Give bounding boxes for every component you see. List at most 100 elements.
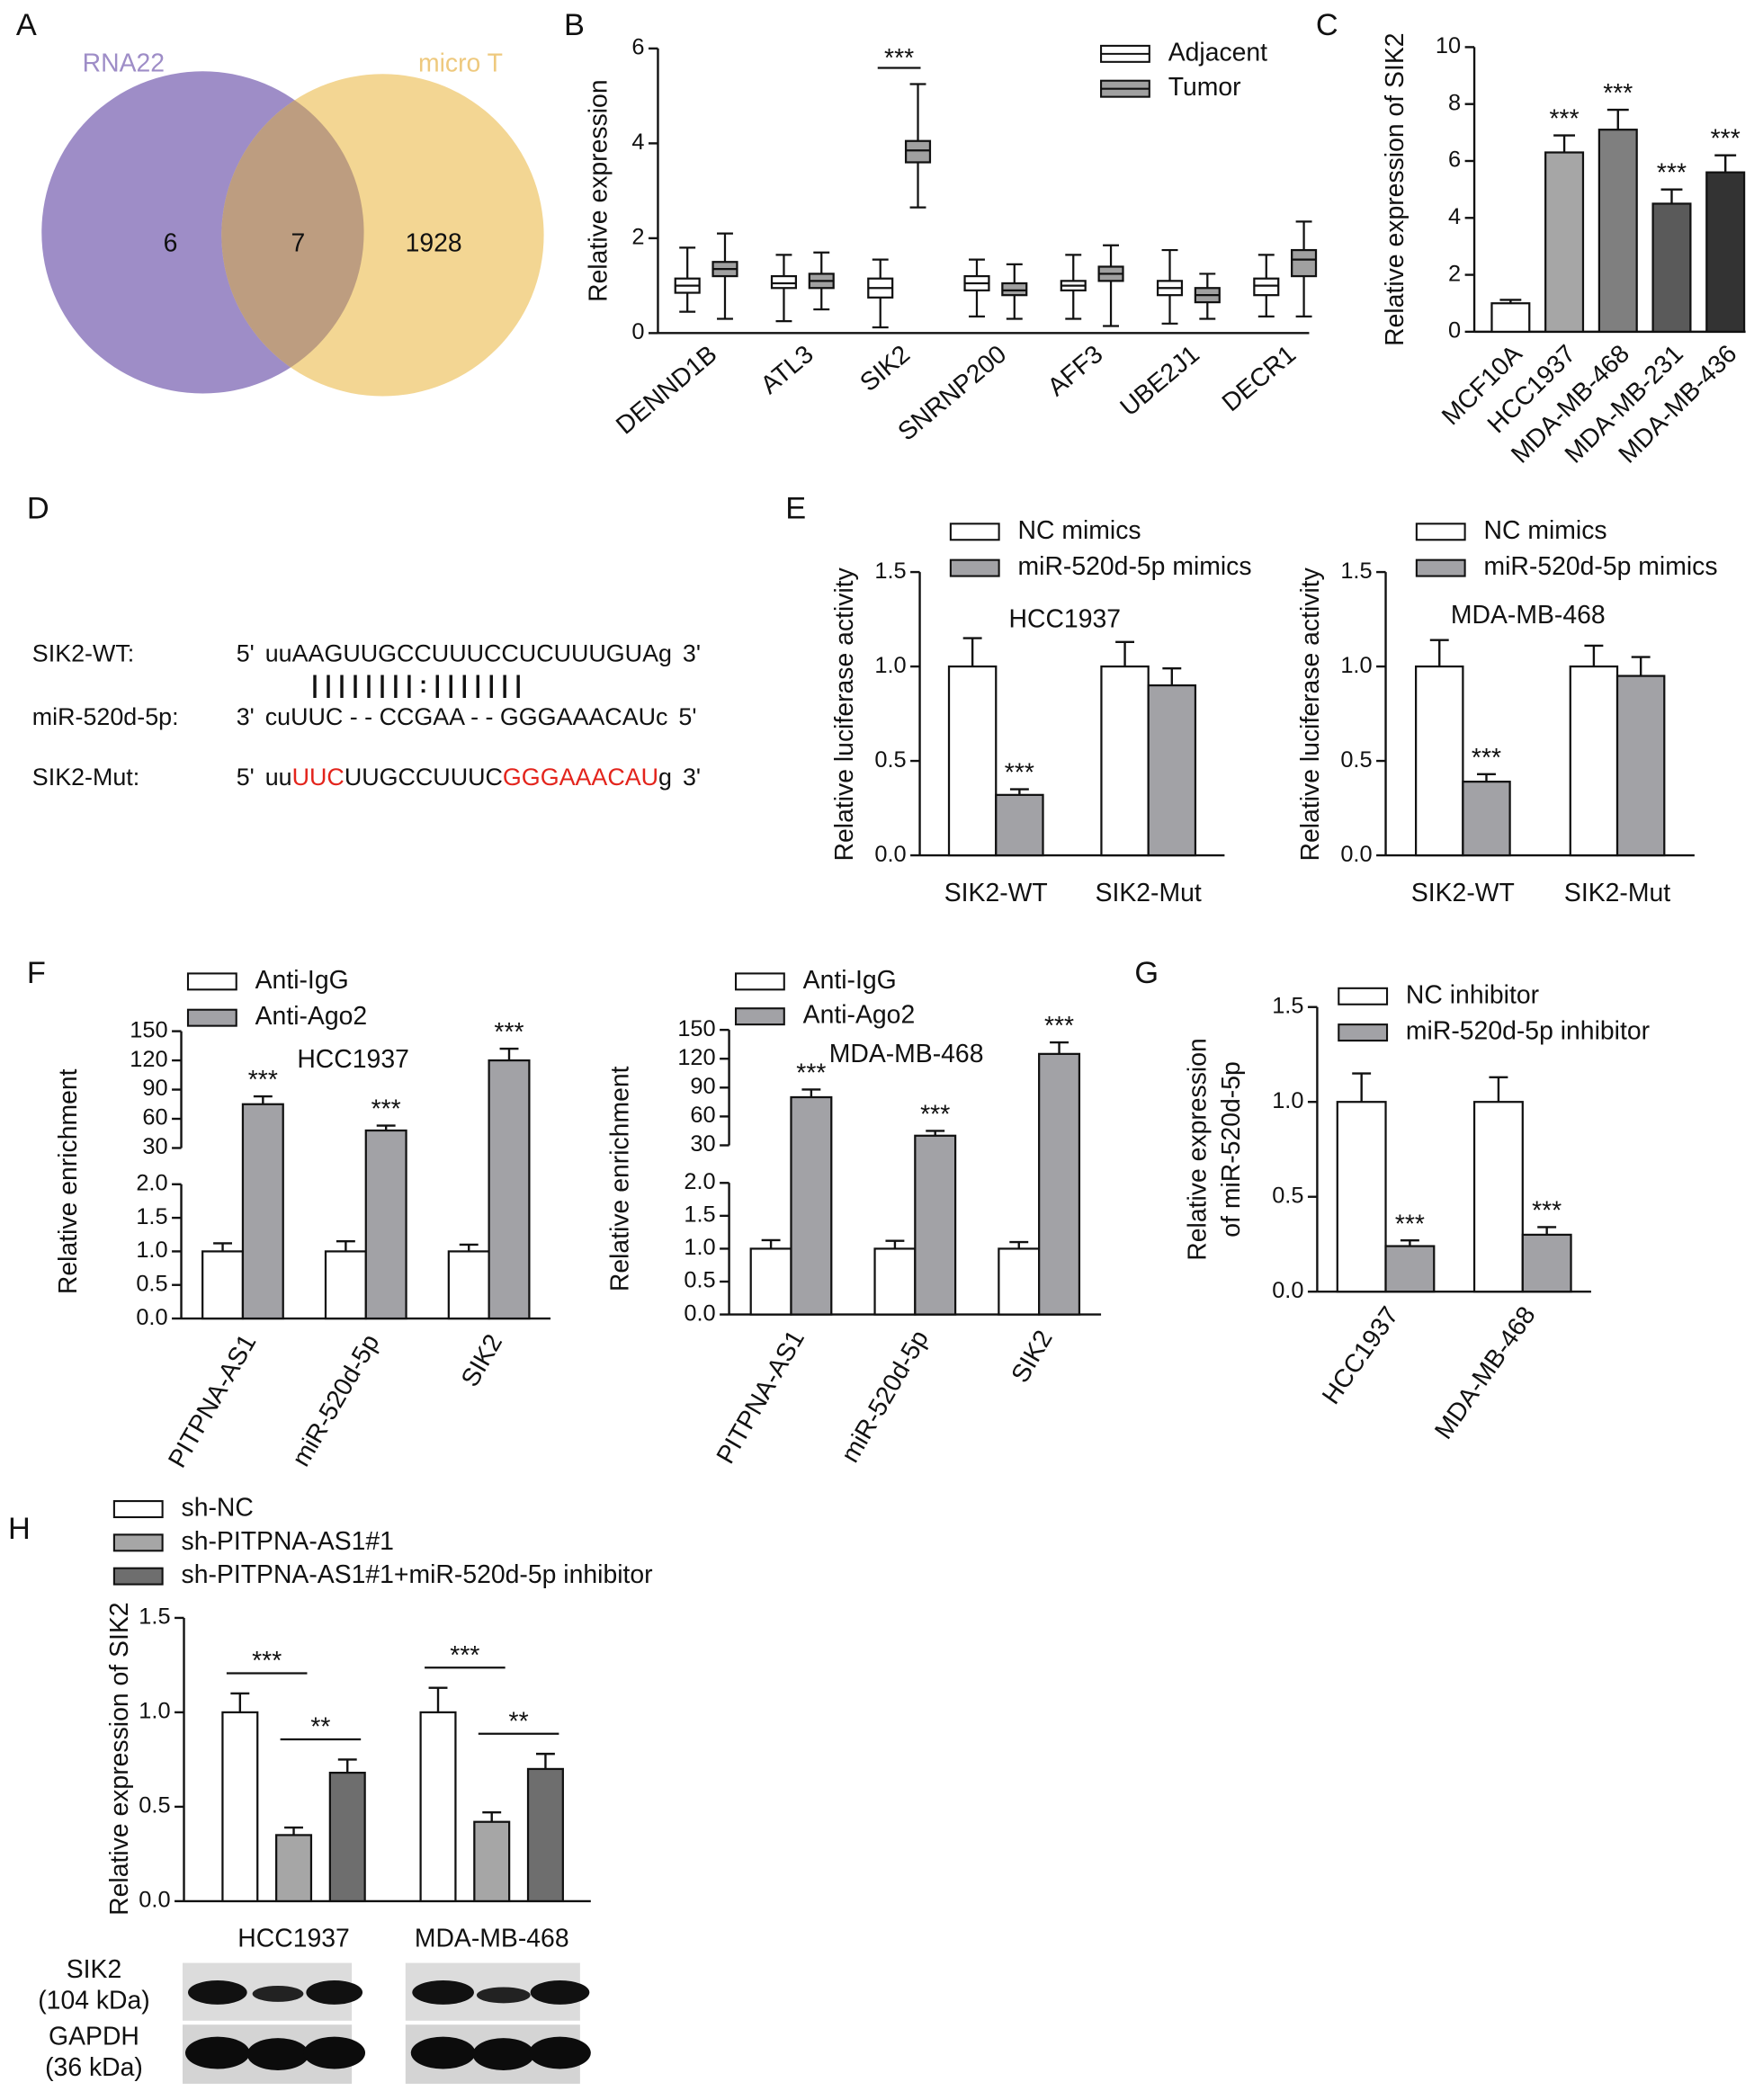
legend-label: Anti-Ago2 bbox=[255, 1002, 368, 1031]
y-tick-label: 30 bbox=[142, 1134, 167, 1159]
x-tick-label: SIK2-WT bbox=[1411, 879, 1515, 907]
error-bar bbox=[213, 1242, 232, 1252]
x-tick-label: DECR1 bbox=[1217, 340, 1302, 417]
error-bar bbox=[1537, 1226, 1557, 1235]
significance: *** bbox=[796, 1059, 826, 1088]
x-tick-label: miR-520d-5p bbox=[836, 1326, 935, 1468]
significance: *** bbox=[494, 1018, 524, 1047]
bar bbox=[447, 1250, 490, 1320]
blot-label: SIK2 bbox=[67, 1955, 121, 1984]
sequence: 5' uuUUCUUGCCUUUCGGGAAACAUg 3' bbox=[237, 764, 701, 791]
error-bar bbox=[962, 637, 982, 667]
bar bbox=[1384, 1245, 1436, 1293]
y-axis-label: Relative expression of SIK2 bbox=[1381, 32, 1410, 345]
band bbox=[412, 1979, 474, 2005]
bar bbox=[1462, 781, 1511, 857]
y-tick-label: 0.5 bbox=[139, 1793, 170, 1819]
y-tick-label: 150 bbox=[130, 1017, 167, 1042]
y-tick-label: 4 bbox=[631, 130, 644, 155]
legend-swatch bbox=[734, 1007, 785, 1026]
band bbox=[529, 2036, 591, 2069]
panel-label: A bbox=[16, 8, 37, 42]
band bbox=[472, 2038, 535, 2071]
legend-label: NC mimics bbox=[1484, 516, 1607, 545]
x-tick-label: SIK2 bbox=[855, 340, 916, 398]
y-tick-label: 1.5 bbox=[1340, 559, 1372, 584]
bar bbox=[995, 793, 1044, 857]
y-tick-label: 0.5 bbox=[1340, 747, 1372, 773]
x-tick-label: DENND1B bbox=[611, 340, 722, 441]
error-bar bbox=[253, 1095, 273, 1104]
x-tick-label: SIK2-Mut bbox=[1564, 879, 1670, 907]
sequence-label: miR-520d-5p: bbox=[32, 703, 179, 730]
y-tick-label: 150 bbox=[677, 1016, 715, 1041]
error-bar bbox=[801, 1088, 821, 1097]
legend-swatch bbox=[1415, 559, 1466, 577]
bar bbox=[1521, 1233, 1572, 1293]
y-tick-label: 60 bbox=[690, 1103, 715, 1128]
significance: *** bbox=[1044, 1012, 1074, 1041]
legend-label: sh-PITPNA-AS1#1+miR-520d-5p inhibitor bbox=[182, 1560, 653, 1589]
y-tick-label: 0 bbox=[631, 319, 644, 344]
panel-label: G bbox=[1134, 956, 1159, 990]
significance: *** bbox=[1603, 79, 1633, 108]
y-tick-label: 0.0 bbox=[136, 1305, 167, 1330]
x-tick-label: HCC1937 bbox=[237, 1925, 350, 1953]
x-tick-label: SIK2 bbox=[1006, 1326, 1058, 1388]
sequence-end: 3' bbox=[237, 703, 255, 730]
error-bar bbox=[428, 1686, 448, 1712]
y-tick-label: 90 bbox=[142, 1076, 167, 1101]
error-bar bbox=[1009, 1240, 1029, 1249]
region-count: 6 bbox=[164, 228, 178, 257]
bar bbox=[1544, 151, 1585, 333]
y-tick-label: 1.5 bbox=[139, 1604, 170, 1630]
y-tick-label: 2 bbox=[1448, 261, 1461, 286]
legend-swatch bbox=[112, 1533, 164, 1552]
y-tick-label: 6 bbox=[631, 35, 644, 60]
significance: *** bbox=[1550, 105, 1580, 134]
error-bar bbox=[1477, 773, 1496, 782]
x-tick-label: MDA-MB-468 bbox=[1429, 1301, 1542, 1444]
sequence-segment: UUC bbox=[292, 764, 345, 791]
bar bbox=[1038, 1052, 1081, 1316]
box bbox=[904, 139, 932, 164]
y-tick-label: 1.5 bbox=[1272, 993, 1303, 1018]
chart-title: HCC1937 bbox=[1008, 604, 1121, 633]
y-tick-label: 1.5 bbox=[136, 1204, 167, 1229]
bar bbox=[873, 1247, 917, 1316]
sequence-segment: uuAAGUUGCCUUUCCUCUUUGUAg bbox=[265, 640, 672, 667]
y-tick-label: 2.0 bbox=[684, 1169, 715, 1194]
y-axis-label: Relative enrichment bbox=[606, 1066, 635, 1291]
panel-label: E bbox=[785, 491, 806, 525]
overlap bbox=[221, 74, 364, 394]
legend-label: Anti-IgG bbox=[255, 966, 349, 995]
set-label: micro T bbox=[418, 49, 503, 77]
significance: *** bbox=[252, 1647, 282, 1676]
y-tick-label: 2.0 bbox=[136, 1170, 167, 1195]
y-tick-label: 2 bbox=[631, 225, 644, 250]
significance: *** bbox=[248, 1066, 278, 1095]
chart-title: MDA-MB-468 bbox=[1451, 601, 1606, 630]
significance: *** bbox=[920, 1101, 950, 1130]
error-bar bbox=[1584, 644, 1604, 667]
band bbox=[246, 2038, 309, 2071]
sequence-segment: UUGCCUUUC bbox=[345, 764, 503, 791]
box bbox=[1001, 281, 1028, 297]
box bbox=[1291, 248, 1318, 278]
legend-swatch bbox=[734, 972, 785, 991]
y-axis-label: Relative enrichment bbox=[54, 1068, 83, 1294]
band bbox=[530, 1979, 590, 2005]
x-tick-label: PITPNA-AS1 bbox=[711, 1326, 810, 1469]
error-bar bbox=[1429, 639, 1449, 667]
y-tick-label: 1.0 bbox=[136, 1238, 167, 1263]
y-tick-label: 1.5 bbox=[874, 559, 906, 584]
band bbox=[185, 2036, 250, 2069]
chart-title: MDA-MB-468 bbox=[829, 1040, 984, 1068]
x-tick-label: SIK2 bbox=[456, 1329, 508, 1391]
error-bar bbox=[761, 1238, 781, 1249]
sequence: 5' uuAAGUUGCCUUUCCUCUUUGUAg 3' bbox=[237, 640, 701, 667]
bar bbox=[998, 1247, 1041, 1316]
legend-label: NC mimics bbox=[1018, 516, 1141, 545]
error-bar bbox=[1352, 1072, 1372, 1103]
